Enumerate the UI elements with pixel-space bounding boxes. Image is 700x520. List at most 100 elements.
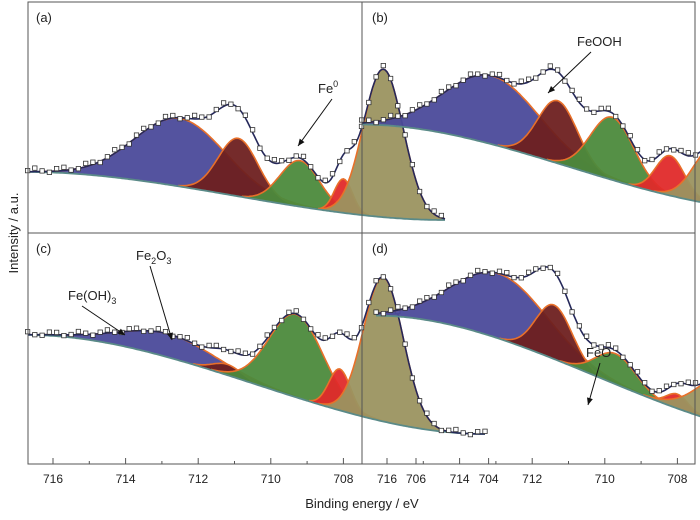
data-point: [300, 316, 307, 322]
data-point: [453, 83, 459, 89]
data-point: [54, 329, 60, 336]
data-point: [424, 203, 430, 210]
data-point: [424, 101, 430, 107]
data-point: [68, 331, 74, 338]
data-point: [315, 332, 321, 338]
data-point: [46, 169, 53, 175]
data-point: [286, 309, 292, 315]
annotation-arrow: [297, 98, 333, 147]
data-point: [627, 133, 633, 139]
data-point: [206, 342, 212, 349]
data-point: [460, 278, 466, 284]
data-point: [257, 343, 263, 349]
data-point: [112, 147, 118, 153]
data-point: [206, 114, 212, 120]
data-point: [366, 299, 372, 306]
data-point: [649, 156, 655, 163]
annotation-arrowhead: [548, 86, 556, 93]
data-point: [242, 350, 248, 356]
data-point: [475, 71, 481, 77]
data-point: [235, 348, 241, 354]
data-point: [431, 420, 437, 427]
data-point: [438, 427, 445, 434]
data-point: [431, 208, 437, 214]
annotation-arrowhead: [298, 138, 305, 146]
component-edge-feooh: [559, 351, 673, 407]
data-point: [475, 267, 481, 274]
data-point: [293, 153, 299, 159]
data-point: [279, 158, 285, 164]
data-point: [322, 177, 328, 183]
data-point: [141, 328, 147, 334]
data-point: [380, 310, 387, 317]
data-point: [438, 88, 445, 95]
data-point: [424, 410, 430, 416]
data-point: [112, 329, 118, 335]
data-point: [387, 286, 394, 292]
annotation-arrowhead: [167, 332, 173, 340]
data-point: [416, 188, 423, 195]
data-point: [133, 325, 140, 331]
data-point: [148, 124, 154, 130]
data-point: [228, 348, 234, 355]
data-point: [395, 113, 401, 119]
data-point: [402, 113, 408, 119]
annotation-arrow: [149, 265, 173, 341]
data-point: [329, 171, 336, 177]
data-point: [104, 327, 110, 333]
envelope-line: [27, 276, 485, 435]
data-point: [613, 113, 619, 120]
data-point: [555, 67, 561, 73]
data-point: [511, 81, 517, 87]
annotation-arrowhead: [587, 397, 593, 405]
data-point: [496, 71, 503, 78]
data-point: [199, 344, 205, 350]
data-point: [387, 112, 394, 119]
component-feooh: [546, 116, 678, 198]
data-point: [540, 69, 546, 75]
data-point: [90, 159, 96, 165]
data-point: [155, 120, 161, 126]
x-tick-label: 704: [479, 472, 499, 486]
data-point: [576, 96, 583, 102]
data-point: [373, 278, 379, 284]
component-fe2o3: [499, 304, 609, 382]
data-point: [97, 159, 103, 166]
data-point: [148, 328, 154, 334]
data-point: [663, 146, 670, 152]
data-point: [54, 165, 60, 172]
data-point: [482, 428, 488, 434]
data-point: [613, 345, 619, 351]
data-point: [511, 274, 517, 281]
annotation-fe2o3: Fe2O3: [136, 248, 171, 266]
data-point: [467, 71, 474, 77]
x-tick-label: 716: [43, 472, 63, 486]
data-point: [373, 119, 379, 126]
data-point: [191, 340, 198, 346]
data-point: [475, 428, 481, 435]
component-feooh: [559, 352, 672, 407]
data-point: [366, 117, 372, 123]
y-axis-title: Intensity / a.u.: [6, 193, 21, 274]
component-fe0: [642, 385, 700, 417]
data-point: [678, 381, 684, 387]
data-point: [416, 398, 423, 404]
x-tick-label: 706: [406, 472, 426, 486]
panel-a: (a) Fe0: [24, 10, 446, 221]
component-fe0: [318, 69, 445, 220]
data-point: [598, 105, 604, 111]
data-point: [446, 84, 452, 90]
data-point: [133, 132, 140, 138]
data-point: [656, 149, 662, 155]
data-point: [504, 269, 510, 276]
panel-label: (d): [372, 241, 388, 256]
data-point: [126, 141, 132, 147]
data-point: [315, 175, 321, 181]
data-point: [656, 388, 662, 394]
data-point: [634, 146, 641, 153]
data-point: [438, 212, 445, 219]
data-point: [184, 115, 190, 121]
data-point: [104, 154, 110, 160]
data-point: [213, 106, 219, 113]
component-fe_oh3: [40, 330, 299, 398]
